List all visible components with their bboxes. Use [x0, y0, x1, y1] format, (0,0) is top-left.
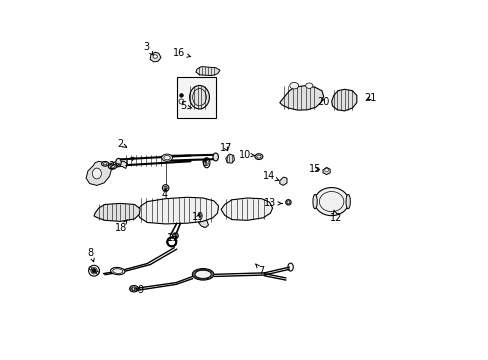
- Ellipse shape: [286, 201, 289, 204]
- Ellipse shape: [213, 153, 218, 161]
- Text: 6: 6: [201, 158, 207, 168]
- Polygon shape: [279, 177, 286, 185]
- Text: 21: 21: [364, 93, 376, 103]
- Circle shape: [179, 94, 183, 97]
- Ellipse shape: [153, 55, 157, 58]
- Ellipse shape: [254, 154, 263, 159]
- Text: 18: 18: [115, 220, 127, 233]
- Ellipse shape: [289, 82, 298, 89]
- Ellipse shape: [162, 185, 168, 191]
- Ellipse shape: [324, 168, 328, 172]
- Text: 8: 8: [87, 248, 94, 262]
- Text: 19: 19: [192, 212, 204, 222]
- Ellipse shape: [116, 158, 121, 166]
- Text: 15: 15: [308, 164, 320, 174]
- Ellipse shape: [305, 83, 312, 88]
- Ellipse shape: [110, 267, 125, 275]
- Polygon shape: [196, 67, 220, 76]
- Circle shape: [92, 269, 96, 273]
- Ellipse shape: [174, 234, 177, 237]
- Text: 17: 17: [219, 143, 231, 153]
- Ellipse shape: [346, 194, 349, 209]
- Ellipse shape: [312, 194, 317, 209]
- Ellipse shape: [103, 163, 107, 165]
- Text: 16: 16: [172, 48, 190, 58]
- Ellipse shape: [314, 188, 348, 216]
- Text: 11: 11: [167, 233, 179, 243]
- Text: 9: 9: [135, 285, 143, 295]
- Ellipse shape: [172, 233, 178, 239]
- Text: 3: 3: [143, 42, 153, 55]
- Ellipse shape: [108, 164, 116, 169]
- Polygon shape: [331, 89, 356, 111]
- Ellipse shape: [285, 199, 290, 205]
- Text: 4: 4: [161, 187, 167, 200]
- Text: 1: 1: [124, 157, 134, 168]
- Polygon shape: [279, 86, 323, 110]
- Ellipse shape: [102, 161, 108, 166]
- Bar: [177, 77, 216, 118]
- Polygon shape: [221, 198, 272, 220]
- Polygon shape: [94, 203, 140, 221]
- Polygon shape: [86, 161, 127, 185]
- Text: 12: 12: [329, 210, 342, 223]
- Text: 20: 20: [316, 96, 328, 107]
- Ellipse shape: [110, 165, 114, 168]
- Ellipse shape: [189, 85, 209, 109]
- Ellipse shape: [92, 168, 101, 179]
- Text: 2: 2: [117, 139, 126, 149]
- Ellipse shape: [129, 285, 138, 292]
- Polygon shape: [136, 197, 218, 224]
- Polygon shape: [322, 167, 329, 175]
- Ellipse shape: [256, 155, 261, 158]
- Text: 14: 14: [263, 171, 278, 181]
- Polygon shape: [225, 154, 234, 163]
- Text: 7: 7: [255, 264, 264, 276]
- Text: 5: 5: [180, 101, 192, 111]
- Text: 2: 2: [108, 161, 120, 171]
- Ellipse shape: [162, 154, 172, 161]
- Polygon shape: [150, 52, 161, 62]
- Text: 10: 10: [239, 150, 254, 160]
- Ellipse shape: [163, 186, 167, 189]
- Polygon shape: [198, 220, 208, 228]
- Ellipse shape: [192, 269, 213, 280]
- Text: 13: 13: [264, 198, 282, 208]
